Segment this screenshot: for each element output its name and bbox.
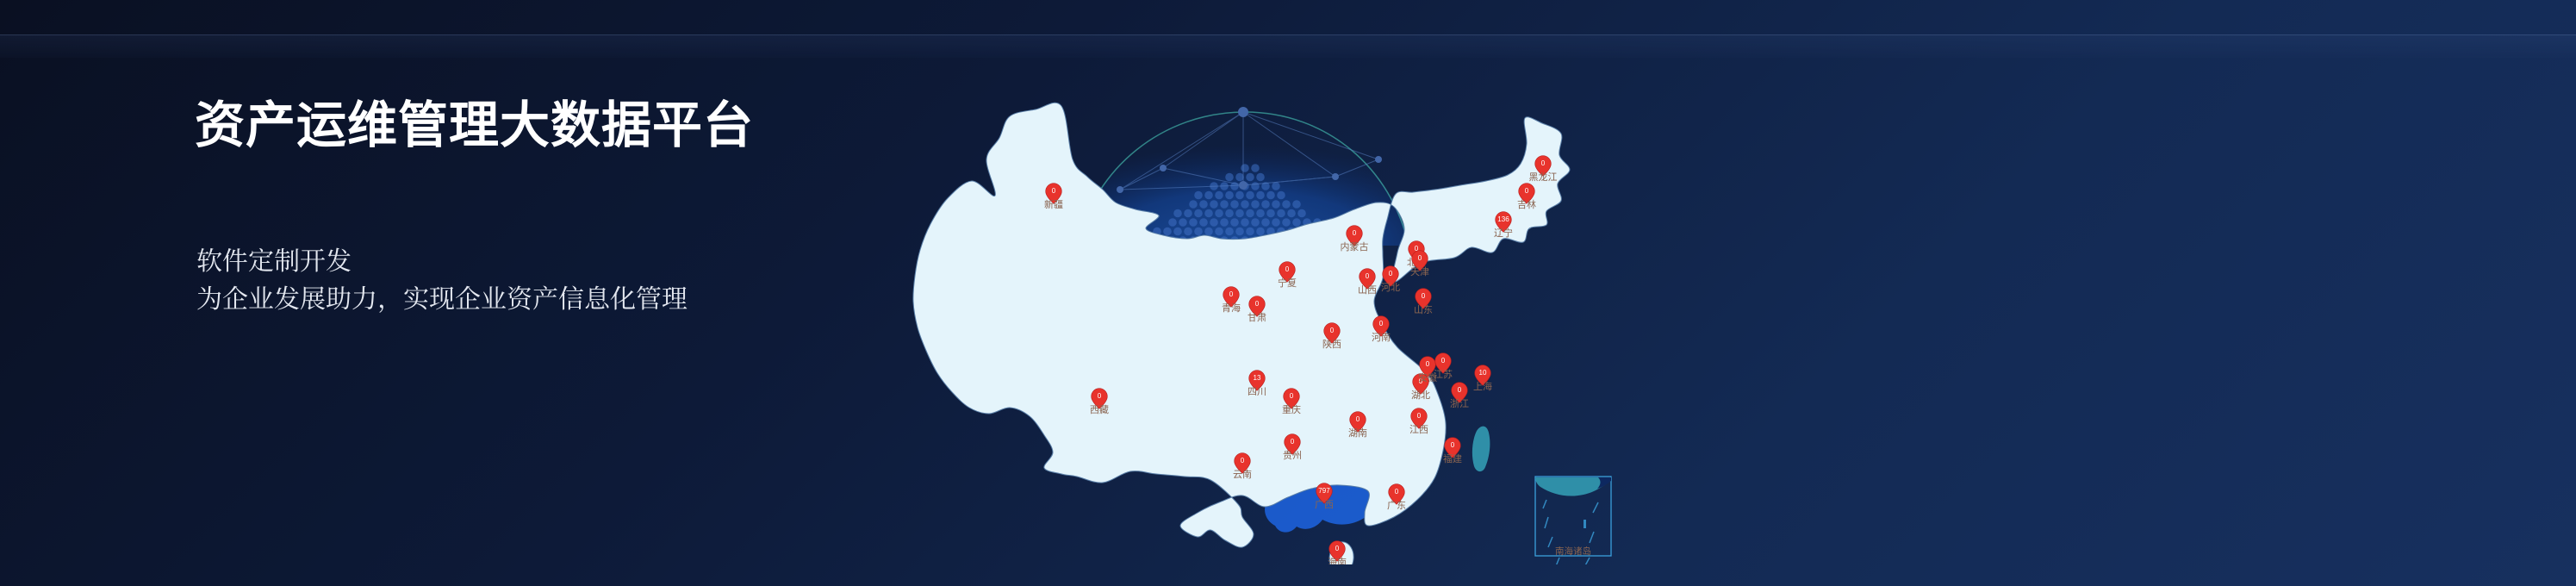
svg-text:西藏: 西藏 [1090, 404, 1109, 415]
svg-text:0: 0 [1458, 386, 1462, 394]
svg-text:0: 0 [1285, 265, 1290, 273]
svg-text:福建: 福建 [1443, 452, 1462, 464]
svg-text:13: 13 [1254, 374, 1261, 382]
svg-text:0: 0 [1241, 457, 1245, 464]
svg-text:136: 136 [1497, 215, 1509, 223]
svg-text:0: 0 [1366, 272, 1370, 280]
svg-text:甘肃: 甘肃 [1248, 312, 1266, 323]
svg-text:上海: 上海 [1473, 380, 1492, 392]
svg-text:0: 0 [1255, 300, 1260, 308]
svg-text:0: 0 [1389, 270, 1393, 277]
svg-text:江苏: 江苏 [1434, 369, 1453, 380]
svg-text:黑龙江: 黑龙江 [1529, 171, 1558, 183]
svg-text:0: 0 [1418, 254, 1422, 262]
svg-text:湖北: 湖北 [1411, 390, 1430, 401]
svg-text:重庆: 重庆 [1282, 403, 1301, 415]
svg-text:0: 0 [1395, 488, 1399, 496]
svg-text:吉林: 吉林 [1517, 198, 1536, 210]
svg-text:0: 0 [1335, 545, 1340, 552]
svg-text:云南: 云南 [1233, 469, 1252, 480]
svg-text:0: 0 [1441, 357, 1446, 365]
svg-text:0: 0 [1290, 392, 1294, 400]
svg-text:山西: 山西 [1358, 284, 1377, 296]
svg-text:广西: 广西 [1315, 499, 1334, 510]
svg-text:广东: 广东 [1387, 500, 1406, 511]
svg-text:宁夏: 宁夏 [1278, 277, 1297, 289]
svg-text:青海: 青海 [1222, 302, 1241, 314]
svg-text:新疆: 新疆 [1044, 198, 1063, 210]
svg-text:0: 0 [1426, 360, 1430, 368]
svg-text:山东: 山东 [1414, 304, 1433, 315]
svg-text:0: 0 [1422, 292, 1426, 300]
svg-text:天津: 天津 [1410, 266, 1429, 277]
svg-text:辽宁: 辽宁 [1494, 227, 1513, 239]
svg-text:0: 0 [1052, 187, 1056, 195]
svg-text:南海诸岛: 南海诸岛 [1555, 545, 1591, 557]
svg-text:海南: 海南 [1328, 556, 1347, 564]
svg-text:贵州: 贵州 [1283, 450, 1302, 461]
svg-text:湖南: 湖南 [1348, 427, 1367, 439]
svg-text:0: 0 [1229, 290, 1234, 298]
svg-text:10: 10 [1479, 369, 1487, 377]
svg-text:0: 0 [1098, 392, 1102, 400]
svg-text:0: 0 [1353, 229, 1357, 237]
svg-text:0: 0 [1291, 438, 1295, 446]
svg-text:内蒙古: 内蒙古 [1341, 240, 1369, 252]
svg-text:0: 0 [1451, 441, 1455, 449]
svg-text:0: 0 [1541, 159, 1546, 167]
svg-text:0: 0 [1356, 415, 1360, 423]
svg-text:陕西: 陕西 [1322, 338, 1341, 350]
svg-text:河北: 河北 [1381, 282, 1400, 293]
svg-text:0: 0 [1525, 187, 1529, 195]
svg-text:0: 0 [1417, 412, 1422, 420]
svg-text:797: 797 [1318, 487, 1330, 495]
svg-text:0: 0 [1379, 320, 1384, 327]
svg-text:四川: 四川 [1248, 387, 1266, 397]
svg-text:河南: 河南 [1372, 332, 1391, 343]
svg-text:浙江: 浙江 [1450, 398, 1469, 409]
svg-text:0: 0 [1330, 327, 1335, 334]
svg-text:江西: 江西 [1409, 424, 1428, 435]
